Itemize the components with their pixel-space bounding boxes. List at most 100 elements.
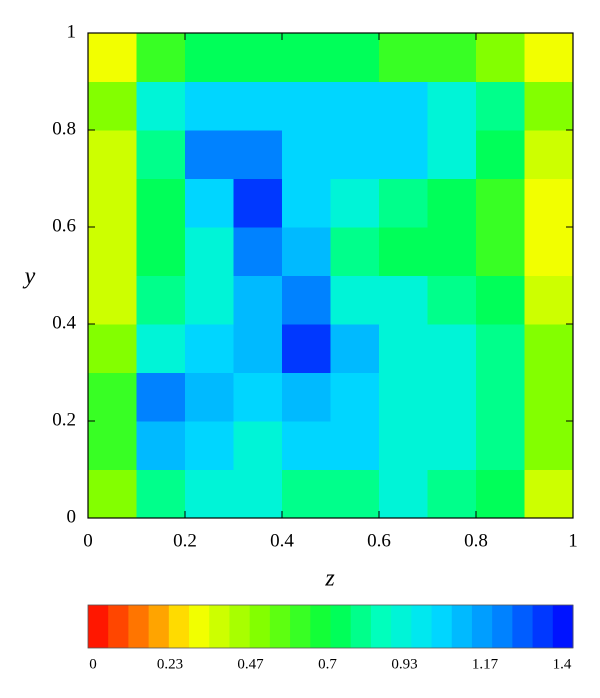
heat-cell	[476, 469, 525, 519]
heat-cell	[185, 421, 234, 470]
heat-cell	[282, 33, 331, 82]
heat-cell	[427, 421, 477, 470]
colorbar-cell	[471, 605, 493, 648]
colorbar-cell	[168, 605, 190, 648]
heat-cell	[282, 421, 331, 470]
heat-cell	[379, 324, 428, 373]
heat-cell	[136, 33, 186, 82]
colorbar-cell	[189, 605, 210, 648]
heat-cell	[88, 81, 137, 131]
heat-cell	[88, 324, 137, 373]
heat-cell	[379, 469, 428, 519]
colorbar-tick-label: 0	[89, 656, 97, 672]
x-tick-label: 0.2	[173, 530, 197, 551]
heat-cell	[476, 421, 525, 470]
heat-cell	[330, 33, 380, 82]
heat-cell	[88, 130, 137, 179]
heat-cell	[330, 324, 380, 373]
colorbar-cell	[249, 605, 271, 648]
heat-cell	[233, 324, 283, 373]
heat-cell	[379, 33, 428, 82]
x-axis-label: z	[324, 566, 335, 592]
colorbar-cell	[229, 605, 251, 648]
heat-cell	[233, 372, 283, 422]
heat-cell	[282, 469, 331, 519]
heat-cell	[524, 421, 574, 470]
heat-cell	[282, 372, 331, 422]
x-tick-label: 0	[83, 530, 93, 551]
y-tick-label: 0.6	[52, 215, 76, 236]
heat-cell	[88, 227, 137, 276]
heat-cell	[185, 130, 234, 179]
heat-cell	[427, 178, 477, 228]
colorbar-cell	[370, 605, 392, 648]
heat-cell	[185, 33, 234, 82]
heat-cell	[476, 324, 525, 373]
heat-cell	[524, 81, 574, 131]
colorbar-cell	[411, 605, 433, 648]
heat-cell	[476, 275, 525, 325]
heat-cell	[185, 275, 234, 325]
heat-cell	[233, 81, 283, 131]
heat-cell	[524, 275, 574, 325]
heat-cell	[282, 130, 331, 179]
heat-cell	[282, 275, 331, 325]
heat-cell	[330, 469, 380, 519]
heat-cell	[476, 372, 525, 422]
heat-cell	[524, 33, 574, 82]
heat-cell	[185, 81, 234, 131]
heat-cell	[330, 275, 380, 325]
colorbar-tick-label: 0.23	[157, 656, 183, 672]
y-tick-label: 0.8	[52, 118, 76, 139]
heat-cell	[282, 178, 331, 228]
heat-cell	[233, 469, 283, 519]
heat-cell	[88, 372, 137, 422]
heat-cell	[379, 130, 428, 179]
heat-cell	[427, 130, 477, 179]
heat-cell	[136, 178, 186, 228]
heat-cell	[524, 130, 574, 179]
heat-cell	[185, 178, 234, 228]
colorbar-cell	[108, 605, 129, 648]
heat-cell	[136, 275, 186, 325]
plot-frame	[87, 32, 574, 519]
colorbar-tick-label: 0.93	[391, 656, 417, 672]
heat-cell	[330, 227, 380, 276]
colorbar-tick-label: 1.4	[553, 656, 572, 672]
heat-cell	[524, 372, 574, 422]
heat-cell	[136, 81, 186, 131]
heat-cell	[330, 130, 380, 179]
y-tick-label: 0	[67, 506, 77, 527]
heat-cell	[233, 33, 283, 82]
colorbar-cell	[391, 605, 412, 648]
heat-cell	[233, 421, 283, 470]
heat-cell	[427, 469, 477, 519]
heat-cell	[379, 81, 428, 131]
heat-cell	[427, 227, 477, 276]
heat-cell	[185, 227, 234, 276]
colorbar-cell	[148, 605, 170, 648]
heat-cell	[88, 178, 137, 228]
x-tick-label: 0.6	[367, 530, 391, 551]
colorbar-cell	[431, 605, 453, 648]
colorbar-cell	[532, 605, 554, 648]
colorbar-tick-label: 0.47	[237, 656, 264, 672]
x-tick-label: 0.8	[464, 530, 488, 551]
heat-cell	[476, 178, 525, 228]
heat-cell	[282, 227, 331, 276]
heat-cell	[524, 227, 574, 276]
y-axis-label: y	[23, 264, 36, 290]
heat-cell	[88, 275, 137, 325]
heat-cell	[427, 372, 477, 422]
heat-cell	[136, 372, 186, 422]
heat-cell	[282, 81, 331, 131]
heat-cell	[185, 372, 234, 422]
colorbar-frame	[87, 604, 574, 649]
heat-cell	[136, 130, 186, 179]
y-tick-label: 0.2	[52, 409, 76, 430]
colorbar-cell	[350, 605, 372, 648]
heat-cell	[233, 275, 283, 325]
heat-cell	[136, 227, 186, 276]
heat-cell	[136, 324, 186, 373]
